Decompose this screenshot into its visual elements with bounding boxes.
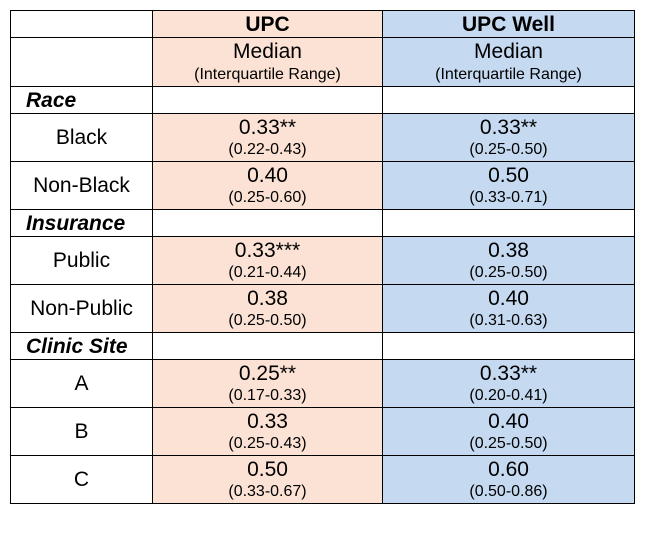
section-empty-cell [152,332,383,360]
upc-well-median: 0.40 [488,287,529,310]
upc-median: 0.25** [238,362,297,385]
subheader-iqr-label: (Interquartile Range) [435,66,582,83]
upc-well-iqr: (0.50-0.86) [469,483,548,500]
section-empty-cell [382,332,635,360]
section-row: Clinic Site [10,332,635,360]
upc-well-iqr: (0.25-0.50) [469,264,548,281]
subheader-row: Median (Interquartile Range) Median (Int… [10,37,635,87]
table-row: C 0.50 (0.33-0.67) 0.60 (0.50-0.86) [10,455,635,504]
upc-well-cell: 0.60 (0.50-0.86) [382,455,635,504]
table-row: Black 0.33** (0.22-0.43) 0.33** (0.25-0.50) [10,113,635,162]
upc-iqr: (0.33-0.67) [228,483,307,500]
section-empty-cell [382,209,635,237]
subheader-median-label: Median [474,40,543,63]
upc-median: 0.40 [247,164,288,187]
section-row: Insurance [10,209,635,237]
row-label: Non-Black [10,161,153,210]
upc-median: 0.33** [238,116,297,139]
header-upc: UPC [152,10,383,38]
row-label: A [10,359,153,408]
upc-well-cell: 0.40 (0.31-0.63) [382,284,635,333]
row-label: C [10,455,153,504]
upc-well-median: 0.50 [488,164,529,187]
section-label: Race [10,86,153,114]
upc-well-median: 0.33** [479,116,538,139]
header-row: UPC UPC Well [10,10,635,38]
table-row: Non-Black 0.40 (0.25-0.60) 0.50 (0.33-0.71) [10,161,635,210]
table-row: B 0.33 (0.25-0.43) 0.40 (0.25-0.50) [10,407,635,456]
upc-median: 0.38 [247,287,288,310]
section-label: Insurance [10,209,153,237]
section-empty-cell [152,86,383,114]
upc-well-iqr: (0.20-0.41) [469,387,548,404]
upc-well-median: 0.60 [488,458,529,481]
upc-well-cell: 0.38 (0.25-0.50) [382,236,635,285]
section-empty-cell [152,209,383,237]
upc-iqr: (0.25-0.50) [228,312,307,329]
table-row: Public 0.33*** (0.21-0.44) 0.38 (0.25-0.50) [10,236,635,285]
subheader-upc-well: Median (Interquartile Range) [382,37,635,87]
section-empty-cell [382,86,635,114]
upc-median: 0.33*** [234,239,301,262]
upc-well-cell: 0.40 (0.25-0.50) [382,407,635,456]
row-label: Public [10,236,153,285]
upc-well-median: 0.40 [488,410,529,433]
upc-iqr: (0.22-0.43) [228,141,307,158]
header-corner-cell [10,10,153,38]
row-label: Black [10,113,153,162]
row-label: B [10,407,153,456]
subheader-median-label: Median [233,40,302,63]
upc-well-iqr: (0.31-0.63) [469,312,548,329]
upc-cell: 0.33*** (0.21-0.44) [152,236,383,285]
header-upc-well: UPC Well [382,10,635,38]
upc-cell: 0.38 (0.25-0.50) [152,284,383,333]
upc-iqr: (0.21-0.44) [228,264,307,281]
upc-cell: 0.33 (0.25-0.43) [152,407,383,456]
upc-iqr: (0.25-0.43) [228,435,307,452]
results-table: UPC UPC Well Median (Interquartile Range… [10,10,635,504]
upc-well-iqr: (0.33-0.71) [469,189,548,206]
upc-well-cell: 0.33** (0.25-0.50) [382,113,635,162]
upc-well-iqr: (0.25-0.50) [469,435,548,452]
upc-iqr: (0.17-0.33) [228,387,307,404]
section-label: Clinic Site [10,332,153,360]
subheader-upc: Median (Interquartile Range) [152,37,383,87]
upc-iqr: (0.25-0.60) [228,189,307,206]
section-row: Race [10,86,635,114]
upc-cell: 0.40 (0.25-0.60) [152,161,383,210]
upc-well-cell: 0.33** (0.20-0.41) [382,359,635,408]
upc-cell: 0.33** (0.22-0.43) [152,113,383,162]
subheader-corner-cell [10,37,153,87]
upc-well-iqr: (0.25-0.50) [469,141,548,158]
upc-well-median: 0.33** [479,362,538,385]
upc-well-cell: 0.50 (0.33-0.71) [382,161,635,210]
upc-median: 0.50 [247,458,288,481]
subheader-iqr-label: (Interquartile Range) [194,66,341,83]
row-label: Non-Public [10,284,153,333]
upc-well-median: 0.38 [488,239,529,262]
upc-cell: 0.25** (0.17-0.33) [152,359,383,408]
table-row: A 0.25** (0.17-0.33) 0.33** (0.20-0.41) [10,359,635,408]
upc-cell: 0.50 (0.33-0.67) [152,455,383,504]
upc-median: 0.33 [247,410,288,433]
table-row: Non-Public 0.38 (0.25-0.50) 0.40 (0.31-0.63) [10,284,635,333]
